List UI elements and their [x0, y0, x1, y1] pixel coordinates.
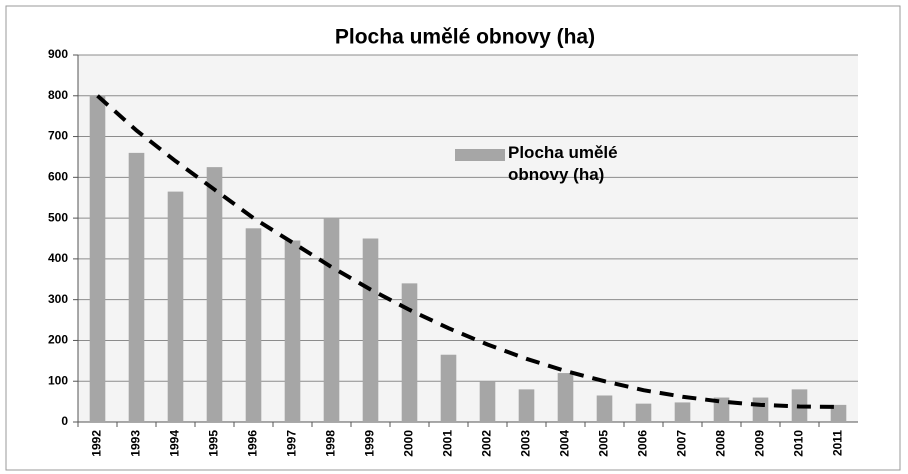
y-tick-label: 0	[61, 414, 68, 428]
x-tick-label: 1992	[90, 430, 104, 457]
bar	[128, 152, 145, 422]
chart-title: Plocha umělé obnovy (ha)	[335, 26, 595, 49]
bar	[713, 397, 730, 422]
x-tick-label: 2002	[480, 430, 494, 457]
x-tick-label: 2003	[519, 430, 533, 457]
bar	[752, 397, 769, 422]
x-tick-label: 2006	[636, 430, 650, 457]
bar	[674, 402, 691, 422]
legend-label: Plocha umělé obnovy (ha)	[508, 143, 618, 184]
x-tick-label: 2004	[558, 430, 572, 457]
legend-swatch	[455, 149, 505, 161]
x-tick-label: 1999	[363, 430, 377, 457]
y-tick-label: 200	[48, 333, 68, 347]
x-tick-label: 1996	[246, 430, 260, 457]
y-tick-label: 800	[48, 88, 68, 102]
x-tick-label: 1994	[168, 430, 182, 457]
y-tick-label: 600	[48, 170, 68, 184]
bar	[89, 95, 106, 423]
bar	[440, 354, 457, 422]
x-tick-label: 2010	[792, 430, 806, 457]
x-tick-label: 1995	[207, 430, 221, 457]
bar	[167, 191, 184, 422]
bar	[362, 238, 379, 422]
bar	[284, 240, 301, 422]
bar	[830, 404, 847, 422]
y-tick-label: 300	[48, 292, 68, 306]
plot-area	[78, 55, 858, 422]
x-tick-label: 1998	[324, 430, 338, 457]
x-tick-label: 2008	[714, 430, 728, 457]
x-tick-label: 2009	[753, 430, 767, 457]
bar	[323, 218, 340, 422]
bar	[557, 373, 574, 422]
x-tick-label: 1993	[129, 430, 143, 457]
x-tick-label: 2001	[441, 430, 455, 457]
bar	[518, 389, 535, 422]
y-tick-label: 700	[48, 129, 68, 143]
bar	[401, 283, 418, 422]
trend-line	[96, 94, 839, 409]
y-tick-label: 500	[48, 210, 68, 224]
y-tick-label: 100	[48, 373, 68, 387]
x-tick-label: 2000	[402, 430, 416, 457]
x-tick-label: 2011	[831, 430, 845, 456]
bar	[245, 228, 262, 422]
bar	[635, 403, 652, 422]
x-tick-label: 2005	[597, 430, 611, 457]
bar	[479, 381, 496, 422]
y-tick-label: 900	[48, 47, 68, 61]
y-tick-label: 400	[48, 251, 68, 265]
x-tick-label: 2007	[675, 430, 689, 457]
bar	[596, 395, 613, 422]
bar	[206, 167, 223, 422]
x-tick-label: 1997	[285, 430, 299, 457]
